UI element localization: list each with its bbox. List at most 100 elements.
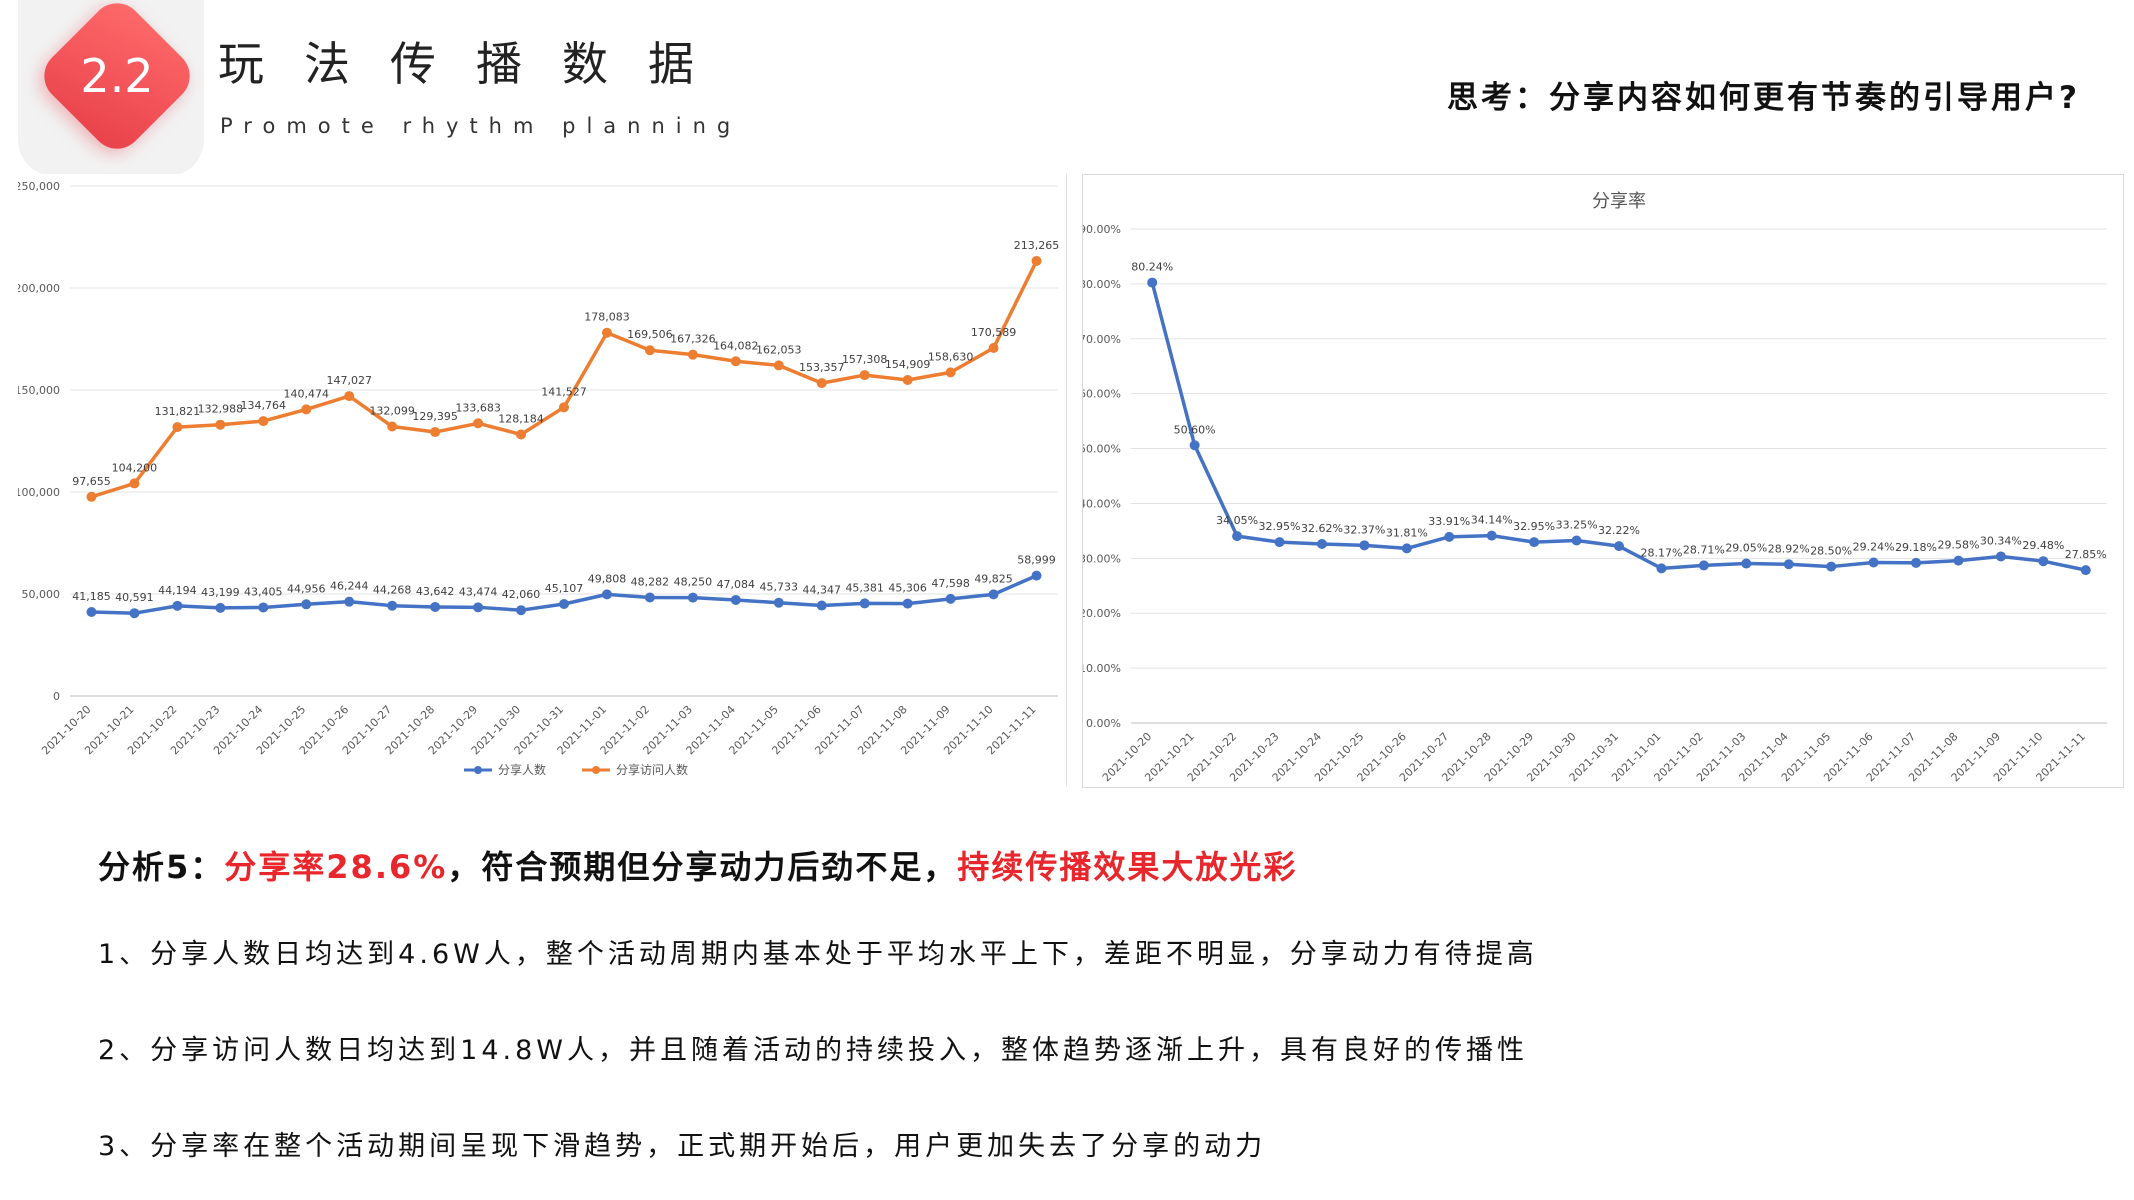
data-label: 44,347 <box>802 584 841 597</box>
data-label: 34.14% <box>1471 514 1513 527</box>
data-point <box>215 602 226 613</box>
data-point <box>473 418 484 429</box>
legend-marker <box>474 766 482 774</box>
data-point <box>945 367 956 378</box>
data-point <box>816 600 827 611</box>
y-tick-label: 30.00% <box>1083 552 1121 565</box>
data-point <box>473 602 484 613</box>
data-label: 47,084 <box>717 578 756 591</box>
data-point <box>387 600 398 611</box>
data-label: 80.24% <box>1131 261 1173 274</box>
data-label: 32.95% <box>1259 520 1301 533</box>
data-label: 158,630 <box>928 350 974 363</box>
analysis-point-3: 3、分享率在整个活动期间呈现下滑趋势，正式期开始后，用户更加失去了分享的动力 <box>98 1131 1267 1162</box>
data-label: 43,474 <box>459 585 498 598</box>
data-point <box>1698 560 1709 571</box>
data-label: 134,764 <box>241 399 287 412</box>
data-label: 157,308 <box>842 353 888 366</box>
data-point <box>1189 440 1200 451</box>
y-tick-label: 60.00% <box>1083 388 1121 401</box>
data-label: 45,381 <box>845 581 884 594</box>
data-point <box>601 589 612 600</box>
y-tick-label: 0 <box>53 690 60 703</box>
data-point <box>730 594 741 605</box>
data-point <box>172 600 183 611</box>
data-label: 46,244 <box>330 580 369 593</box>
data-point <box>773 597 784 608</box>
legend-label: 分享人数 <box>498 762 546 777</box>
data-point <box>258 602 269 613</box>
data-label: 29.48% <box>2022 539 2064 552</box>
data-point <box>1783 559 1794 570</box>
data-label: 104,200 <box>112 461 158 474</box>
data-point <box>86 606 97 617</box>
data-label: 34.05% <box>1216 514 1258 527</box>
data-label: 44,268 <box>373 584 412 597</box>
y-tick-label: 0.00% <box>1086 717 1121 730</box>
data-label: 47,598 <box>931 577 970 590</box>
thinking-question: 思考：分享内容如何更有节奏的引导用户? <box>1447 80 2080 116</box>
data-point <box>1741 558 1752 569</box>
data-label: 178,083 <box>584 311 630 324</box>
data-label: 31.81% <box>1386 526 1428 539</box>
data-label: 29.58% <box>1938 539 1980 552</box>
data-label: 49,825 <box>974 572 1013 585</box>
data-label: 45,733 <box>760 581 799 594</box>
data-point <box>387 421 398 432</box>
y-tick-label: 90.00% <box>1083 223 1121 236</box>
data-label: 32.62% <box>1301 522 1343 535</box>
y-tick-label: 50,000 <box>22 588 61 601</box>
data-label: 48,250 <box>674 576 713 589</box>
share-rate-chart: 分享率 0.00% 10.00% 20.00% 30.00% 40.00% 50.00% 60… <box>1079 191 2107 784</box>
data-point <box>859 370 870 381</box>
data-point <box>258 416 269 427</box>
data-point <box>1147 277 1158 288</box>
data-point <box>859 598 870 609</box>
data-label: 41,185 <box>72 590 111 603</box>
data-point <box>1656 563 1667 574</box>
data-point <box>301 404 312 415</box>
data-point <box>644 345 655 356</box>
data-point <box>1571 535 1582 546</box>
share-users-chart-panel: 0 50,000 100,000 150,000 200,000 250,000 2021-… <box>15 174 1067 786</box>
data-point <box>816 378 827 389</box>
data-point <box>1274 537 1285 548</box>
data-point <box>301 599 312 610</box>
data-point <box>516 429 527 440</box>
data-point <box>86 491 97 502</box>
y-tick-label: 40.00% <box>1083 497 1121 510</box>
data-label: 131,821 <box>155 405 201 418</box>
data-point <box>1232 531 1243 542</box>
data-point <box>1031 255 1042 266</box>
data-label: 141,527 <box>541 385 587 398</box>
data-point <box>516 605 527 616</box>
y-tick-label: 20.00% <box>1083 607 1121 620</box>
analysis-highlight-rate: 分享率28.6% <box>224 848 448 886</box>
data-point <box>902 598 913 609</box>
chart-title: 分享率 <box>1592 191 1646 212</box>
data-point <box>1486 530 1497 541</box>
data-point <box>344 391 355 402</box>
data-label: 58,999 <box>1017 554 1056 567</box>
data-label: 50.60% <box>1174 423 1216 436</box>
data-label: 128,184 <box>498 413 544 426</box>
y-tick-label: 100,000 <box>18 486 60 499</box>
data-label: 129,395 <box>412 410 458 423</box>
data-label: 29.24% <box>1853 541 1895 554</box>
page-subtitle: Promote rhythm planning <box>220 114 742 138</box>
data-label: 153,357 <box>799 361 845 374</box>
data-point <box>430 601 441 612</box>
y-tick-label: 50.00% <box>1083 443 1121 456</box>
data-point <box>1614 541 1624 552</box>
y-tick-label: 200,000 <box>18 282 60 295</box>
data-point <box>1911 557 1922 568</box>
data-label: 169,506 <box>627 328 673 341</box>
data-label: 27.85% <box>2065 548 2107 561</box>
data-point <box>644 592 655 603</box>
data-point <box>1826 561 1837 572</box>
data-point <box>730 356 741 367</box>
data-point <box>2080 565 2091 576</box>
data-label: 213,265 <box>1014 239 1060 252</box>
data-label: 44,194 <box>158 584 197 597</box>
data-point <box>945 593 956 604</box>
